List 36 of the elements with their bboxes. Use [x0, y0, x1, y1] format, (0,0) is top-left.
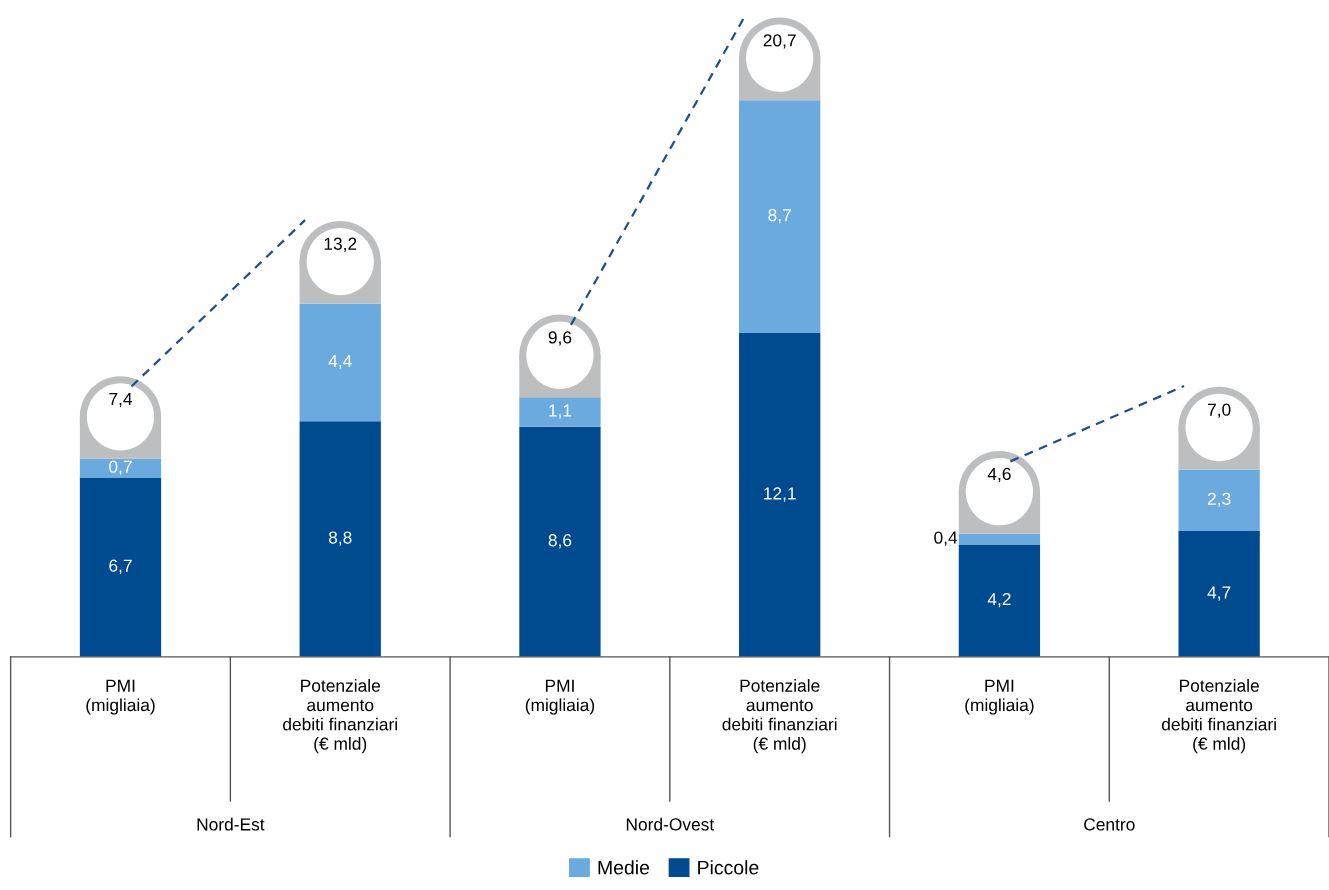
text: Nord-Est [197, 817, 265, 831]
x-tick-label: Potenziale aumento debiti finanziari (€ mld) [722, 679, 837, 754]
total-label: 7,4 [109, 393, 133, 408]
x-tick-label: Potenziale aumento debiti finanziari (€ mld) [1161, 679, 1276, 754]
x-tick-label: PMI (migliaia) [86, 679, 155, 715]
bar [958, 533, 1041, 545]
total-label: 13,2 [324, 237, 357, 252]
data-label: 1,1 [549, 404, 572, 419]
x-tick-label: PMI (migliaia) [965, 679, 1034, 715]
bar [519, 426, 601, 657]
data-label: 6,7 [109, 559, 132, 574]
data-label: 2,3 [1207, 492, 1231, 507]
total-label: 4,6 [987, 467, 1011, 483]
total-label: 7,0 [1207, 403, 1231, 418]
data-label: 4,4 [328, 355, 352, 370]
x-tick-label: PMI (migliaia) [525, 679, 595, 715]
bar [299, 421, 381, 657]
data-label: 0,4 [934, 531, 958, 546]
data-label: 0,7 [109, 460, 132, 475]
text: Centro [1084, 818, 1135, 831]
bar [79, 477, 162, 657]
total-label: 20,7 [763, 34, 796, 49]
data-label: 4,2 [987, 592, 1011, 608]
data-label: 8,6 [548, 534, 572, 549]
data-label: 12,1 [764, 487, 796, 502]
legend-label: Piccole [698, 860, 759, 875]
bar [1178, 531, 1260, 657]
data-label: 4,7 [1207, 586, 1231, 601]
x-tick-label: Potenziale aumento debiti finanziari (€ mld) [283, 679, 397, 754]
text: Nord-Ovest [626, 817, 715, 831]
total-label: 9,6 [548, 331, 572, 346]
bar [739, 333, 821, 657]
data-label: 8,7 [768, 208, 791, 224]
data-label: 8,8 [328, 531, 352, 546]
bar [958, 544, 1041, 657]
legend-label: Medie [598, 860, 650, 875]
